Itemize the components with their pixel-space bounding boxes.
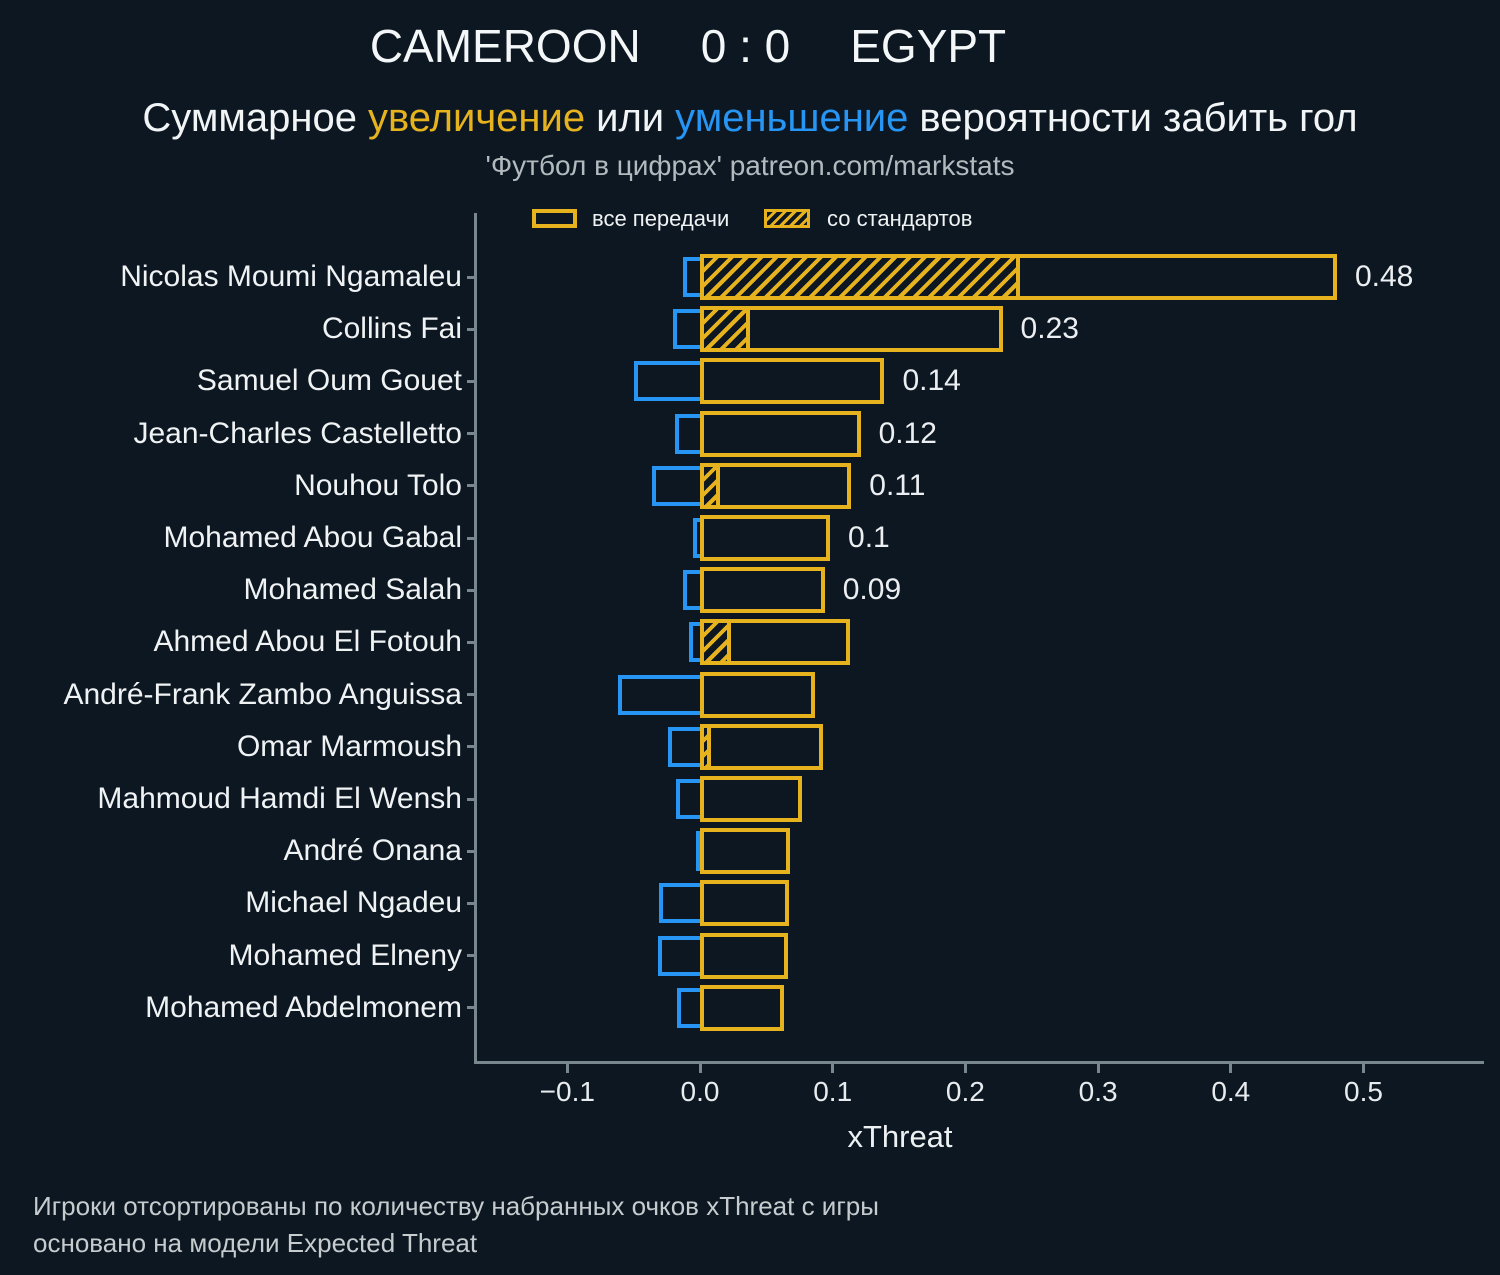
x-tick-label: 0.2 (945, 1076, 985, 1107)
bar-value-label: 0.11 (869, 468, 926, 502)
y-tick-mark (467, 432, 475, 436)
bar-decrease (617, 674, 704, 715)
bar-set-piece (700, 306, 751, 353)
bar-increase (700, 984, 784, 1031)
bar-increase (700, 671, 816, 718)
credit-line: 'Футбол в цифрах' patreon.com/markstats (485, 150, 1015, 181)
x-tick-label: 0.1 (813, 1076, 853, 1107)
x-tick-label: 0.5 (1344, 1076, 1383, 1107)
bar-increase (700, 932, 788, 979)
y-tick-mark (467, 1006, 475, 1010)
x-tick-label: 0.4 (1211, 1076, 1251, 1107)
x-tick-label: 0.3 (1078, 1076, 1118, 1107)
x-tick-mark (1229, 1064, 1233, 1073)
bar-decrease (657, 935, 704, 976)
bar-set-piece (700, 619, 731, 666)
player-label: Collins Fai (321, 312, 462, 346)
bar-increase (700, 567, 825, 614)
bar-increase (700, 776, 803, 822)
chart-subtitle: Суммарное увеличение или уменьшение вероятно… (0, 94, 1500, 142)
x-axis-title: xThreat (847, 1119, 953, 1154)
bar-value-label: 0.14 (902, 364, 961, 398)
y-tick-mark (467, 797, 475, 801)
y-tick-mark (467, 588, 475, 592)
x-tick-label: 0.0 (680, 1076, 720, 1107)
away-team-name: EGYPT (850, 20, 1007, 72)
subtitle-decrease-word: уменьшение (675, 96, 909, 140)
player-label: Nicolas Moumi Ngamaleu (120, 260, 462, 293)
match-score: 0 : 0 (700, 20, 791, 72)
y-tick-mark (467, 536, 475, 540)
bar-increase (700, 880, 789, 927)
bar-decrease (658, 883, 704, 924)
y-tick-mark (467, 693, 475, 697)
bar-value-label: 0.1 (848, 521, 890, 554)
y-tick-mark (467, 954, 475, 958)
player-label: Mohamed Abou Gabal (163, 521, 462, 554)
legend-swatch-set-pieces (764, 209, 810, 228)
bar-increase (700, 462, 852, 509)
subtitle-increase-word: увеличение (367, 96, 586, 140)
y-tick-mark (467, 327, 475, 331)
bar-set-piece (700, 462, 720, 509)
player-label: Mohamed Abdelmonem (145, 990, 462, 1024)
y-tick-mark (467, 901, 475, 905)
x-tick-mark (831, 1064, 835, 1073)
y-tick-mark (467, 640, 475, 644)
bar-increase (700, 410, 861, 457)
bar-increase (700, 828, 791, 875)
x-tick-mark (1096, 1064, 1100, 1073)
legend-swatch-all-passes (532, 209, 577, 228)
bar-decrease (652, 465, 704, 506)
x-tick-mark (698, 1064, 702, 1073)
bar-decrease (633, 361, 704, 402)
bar-value-label: 0.09 (842, 573, 902, 607)
player-label: Mahmoud Hamdi El Wensh (97, 782, 462, 815)
bar-value-label: 0.23 (1020, 312, 1079, 346)
x-tick-mark (963, 1064, 967, 1073)
footnote-line-2: основано на модели Expected Threat (33, 1228, 478, 1258)
y-tick-mark (467, 275, 475, 279)
player-label: Nouhou Tolo (294, 468, 462, 502)
x-tick-label: −0.1 (539, 1076, 595, 1107)
bar-value-label: 0.48 (1354, 260, 1414, 293)
legend-label-all-passes: все передачи (592, 206, 730, 231)
y-tick-mark (467, 745, 475, 749)
player-label: Jean-Charles Castelletto (133, 416, 463, 450)
player-label: André Onana (283, 834, 462, 868)
bar-set-piece (700, 254, 1020, 300)
subtitle-tail: вероятности забить гол (919, 96, 1358, 140)
bar-value-label: 0.12 (878, 416, 937, 450)
player-label: André-Frank Zambo Anguissa (63, 677, 462, 711)
home-team-name: CAMEROON (369, 20, 641, 72)
player-label: Mohamed Elneny (228, 938, 462, 972)
bar-increase (700, 358, 885, 405)
x-tick-mark (1362, 1064, 1365, 1073)
y-tick-mark (467, 379, 475, 383)
y-tick-mark (467, 849, 475, 853)
player-label: Ahmed Abou El Fotouh (153, 625, 462, 659)
footnote-line-1: Игроки отсортированы по количеству набра… (33, 1191, 879, 1221)
bar-set-piece (700, 723, 711, 770)
subtitle-lead: Суммарное (142, 96, 357, 140)
y-axis-line (474, 213, 477, 1063)
x-axis-line (474, 1061, 1484, 1064)
player-label: Mohamed Salah (243, 573, 462, 607)
bar-decrease (668, 726, 704, 767)
player-label: Samuel Oum Gouet (196, 364, 462, 398)
page-title: CAMEROON 0 : 0 EGYPT (0, 20, 1438, 72)
legend-label-set-pieces: со стандартов (827, 206, 973, 231)
subtitle-middle: или (596, 96, 665, 140)
bar-increase (700, 515, 831, 561)
y-tick-mark (467, 484, 475, 488)
x-tick-mark (565, 1064, 569, 1073)
player-label: Michael Ngadeu (245, 886, 462, 920)
player-label: Omar Marmoush (236, 729, 462, 763)
bar-increase (700, 723, 824, 770)
